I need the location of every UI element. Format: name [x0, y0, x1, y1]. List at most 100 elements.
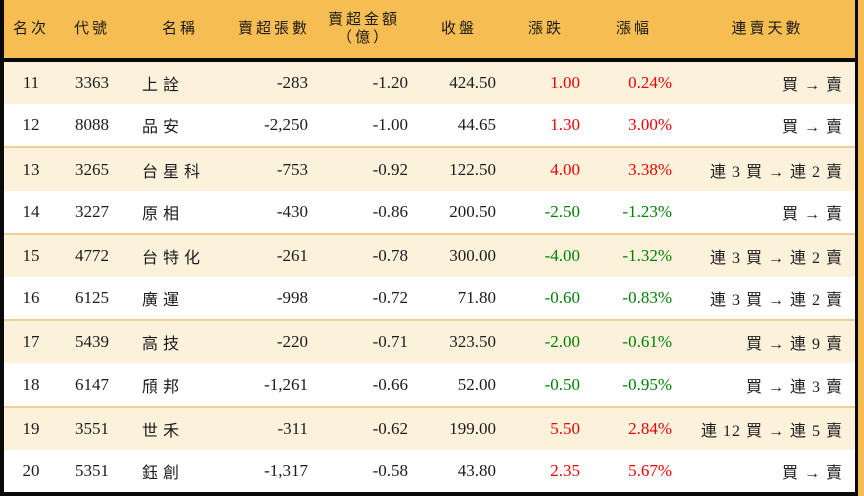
cell-amount: -0.62 — [372, 418, 408, 438]
cell-amount: -0.92 — [372, 159, 408, 179]
table-row: 14 3227 原相 -430 -0.86 200.50 -2.50 -1.23% 買 → 賣 — [4, 191, 855, 233]
cell-amount: -0.71 — [372, 332, 408, 352]
cell-rank: 11 — [22, 73, 40, 93]
table-row: 18 6147 頎邦 -1,261 -0.66 52.00 -0.50 -0.95% 買 → 連… — [4, 363, 855, 405]
header-change-pct: 漲幅 — [615, 21, 652, 37]
cell-rank: 18 — [22, 374, 40, 394]
cell-code: 5439 — [75, 332, 109, 352]
header-volume: 賣超張數 — [237, 21, 310, 37]
cell-rank: 16 — [22, 288, 40, 308]
table-row: 13 3265 台星科 -753 -0.92 122.50 4.00 3.38% 連 3 買 →… — [4, 146, 855, 191]
cell-name: 鈺創 — [142, 464, 185, 482]
cell-name: 上詮 — [142, 77, 185, 95]
cell-close: 71.80 — [457, 288, 496, 308]
cell-streak: 連 3 買 → 連 2 賣 — [709, 163, 843, 181]
cell-change-pct: -1.23% — [622, 201, 672, 221]
cell-close: 200.50 — [449, 201, 496, 221]
cell-close: 300.00 — [449, 245, 496, 265]
cell-volume: -261 — [276, 245, 308, 265]
cell-code: 8088 — [75, 115, 109, 135]
cell-streak: 買 → 連 3 賣 — [745, 378, 843, 396]
cell-name: 台星科 — [142, 163, 206, 181]
cell-change-pct: 5.67% — [628, 460, 672, 480]
table-header-row: 名次 代號 名稱 賣超張數 賣超金額 （億） 收盤 漲跌 漲幅 連賣天數 — [4, 0, 855, 62]
cell-streak: 買 → 賣 — [781, 119, 843, 137]
cell-code: 4772 — [75, 245, 109, 265]
cell-volume: -1,261 — [264, 374, 308, 394]
header-amount-line2: （億） — [336, 30, 391, 46]
cell-amount: -0.72 — [372, 288, 408, 308]
cell-rank: 17 — [22, 332, 40, 352]
cell-change-pct: -0.61% — [622, 332, 672, 352]
cell-change: -4.00 — [544, 245, 580, 265]
cell-volume: -753 — [276, 159, 308, 179]
cell-code: 3227 — [75, 201, 109, 221]
cell-streak: 買 → 賣 — [781, 77, 843, 95]
table-row: 19 3551 世禾 -311 -0.62 199.00 5.50 2.84% 連 12 買 →… — [4, 405, 855, 450]
cell-name: 台特化 — [142, 249, 206, 267]
cell-amount: -1.20 — [372, 73, 408, 93]
cell-close: 424.50 — [449, 73, 496, 93]
cell-code: 3265 — [75, 159, 109, 179]
cell-change: -0.50 — [544, 374, 580, 394]
cell-volume: -1,317 — [264, 460, 308, 480]
header-streak: 連賣天數 — [731, 21, 804, 37]
cell-change: 4.00 — [550, 159, 580, 179]
cell-volume: -220 — [276, 332, 308, 352]
cell-close: 52.00 — [457, 374, 496, 394]
table-row: 12 8088 品安 -2,250 -1.00 44.65 1.30 3.00% 買 → 賣 — [4, 104, 855, 146]
cell-streak: 買 → 賣 — [781, 464, 843, 482]
cell-volume: -311 — [277, 418, 308, 438]
cell-streak: 連 3 買 → 連 2 賣 — [709, 292, 843, 310]
cell-amount: -0.78 — [372, 245, 408, 265]
cell-rank: 14 — [22, 201, 40, 221]
cell-close: 43.80 — [457, 460, 496, 480]
cell-amount: -0.66 — [372, 374, 408, 394]
cell-close: 44.65 — [457, 115, 496, 135]
cell-name: 高技 — [142, 336, 185, 354]
cell-rank: 15 — [22, 245, 40, 265]
cell-name: 原相 — [142, 205, 185, 223]
cell-volume: -998 — [276, 288, 308, 308]
cell-name: 廣運 — [142, 292, 185, 310]
cell-amount: -1.00 — [372, 115, 408, 135]
cell-code: 3363 — [75, 73, 109, 93]
cell-rank: 12 — [22, 115, 40, 135]
header-amount: 賣超金額 （億） — [314, 11, 414, 47]
cell-close: 323.50 — [449, 332, 496, 352]
header-rank: 名次 — [12, 21, 49, 37]
header-amount-line1: 賣超金額 — [327, 12, 400, 28]
cell-name: 品安 — [142, 119, 185, 137]
cell-streak: 連 12 買 → 連 5 賣 — [700, 422, 843, 440]
header-code: 代號 — [73, 21, 110, 37]
header-change: 漲跌 — [527, 21, 564, 37]
cell-change: -0.60 — [544, 288, 580, 308]
cell-code: 6125 — [75, 288, 109, 308]
cell-rank: 13 — [22, 159, 40, 179]
cell-change-pct: -1.32% — [622, 245, 672, 265]
cell-change: 5.50 — [550, 418, 580, 438]
cell-streak: 買 → 賣 — [781, 205, 843, 223]
table-row: 11 3363 上詮 -283 -1.20 424.50 1.00 0.24% 買 → 賣 — [4, 62, 855, 105]
cell-streak: 連 3 買 → 連 2 賣 — [709, 249, 843, 267]
cell-change-pct: -0.95% — [622, 374, 672, 394]
table-rows: 11 3363 上詮 -283 -1.20 424.50 1.00 0.24% 買 → 賣 12 8… — [4, 62, 855, 492]
cell-close: 122.50 — [449, 159, 496, 179]
cell-change-pct: 3.38% — [628, 159, 672, 179]
table-row: 15 4772 台特化 -261 -0.78 300.00 -4.00 -1.32% 連 3 買… — [4, 232, 855, 278]
cell-change: -2.00 — [544, 332, 580, 352]
header-close: 收盤 — [440, 21, 477, 37]
cell-amount: -0.86 — [372, 201, 408, 221]
cell-rank: 19 — [22, 418, 40, 438]
cell-close: 199.00 — [449, 418, 496, 438]
cell-change: 1.30 — [550, 115, 580, 135]
header-name: 名稱 — [161, 21, 198, 37]
cell-change: 1.00 — [550, 73, 580, 93]
cell-name: 世禾 — [142, 422, 185, 440]
cell-volume: -283 — [276, 73, 308, 93]
cell-volume: -2,250 — [264, 115, 308, 135]
cell-code: 3551 — [75, 418, 109, 438]
table-row: 16 6125 廣運 -998 -0.72 71.80 -0.60 -0.83% 連 3 買 →… — [4, 277, 855, 319]
cell-change: 2.35 — [550, 460, 580, 480]
